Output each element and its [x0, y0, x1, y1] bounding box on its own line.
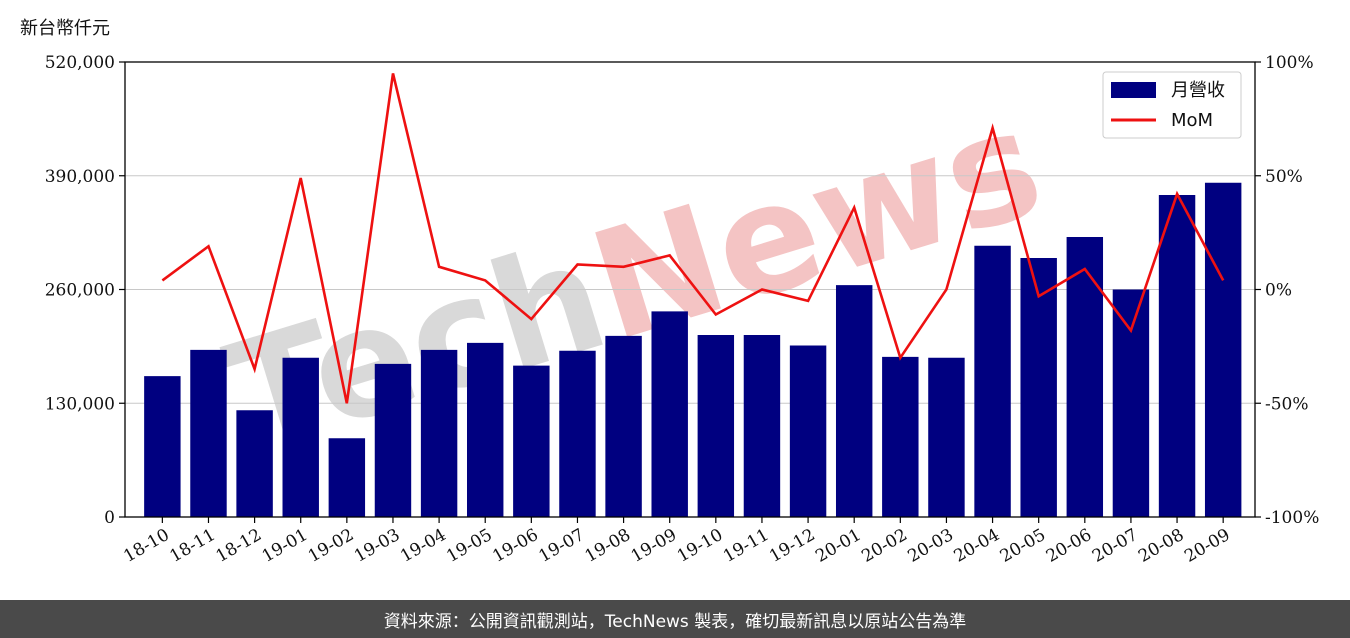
left-tick-label: 520,000 — [45, 53, 115, 73]
x-tick-label: 19-01 — [259, 525, 311, 567]
right-tick-label: -50% — [1265, 394, 1309, 414]
x-tick-label: 20-02 — [858, 525, 910, 567]
left-tick-label: 260,000 — [45, 281, 115, 301]
x-tick-label: 18-10 — [120, 525, 172, 567]
bar-18-11 — [190, 349, 227, 517]
x-tick-label: 19-09 — [628, 525, 680, 567]
x-tick-label: 20-03 — [904, 525, 956, 567]
x-tick-label: 20-04 — [951, 525, 1003, 567]
bar-20-01 — [835, 285, 873, 517]
x-tick-label: 20-01 — [812, 525, 864, 567]
x-tick-label: 19-03 — [351, 525, 403, 567]
left-tick-label: 390,000 — [45, 167, 115, 187]
bar-18-10 — [144, 376, 181, 517]
legend-label-revenue: 月營收 — [1171, 80, 1225, 101]
bar-20-04 — [974, 245, 1011, 517]
x-tick-label: 18-11 — [167, 525, 219, 567]
legend-label-mom: MoM — [1171, 110, 1213, 131]
bar-20-05 — [1020, 258, 1057, 517]
bar-19-12 — [789, 345, 827, 517]
bar-20-08 — [1158, 195, 1196, 517]
bar-19-04 — [420, 349, 458, 517]
bar-19-08 — [605, 335, 642, 517]
legend-swatch-revenue — [1111, 82, 1156, 98]
footer-text: 資料來源：公開資訊觀測站，TechNews 製表，確切最新訊息以原站公告為準 — [383, 611, 967, 632]
bar-19-02 — [328, 438, 366, 517]
bar-19-03 — [374, 363, 412, 517]
x-tick-label: 19-04 — [397, 525, 449, 567]
bar-19-10 — [697, 335, 735, 517]
right-tick-label: 50% — [1265, 167, 1303, 187]
right-tick-label: 0% — [1265, 281, 1292, 301]
mom-line — [161, 73, 1225, 404]
bar-18-12 — [236, 410, 273, 517]
x-tick-label: 19-10 — [674, 525, 726, 567]
bar-series-monthly-revenue — [144, 182, 1242, 517]
right-tick-label: 100% — [1265, 53, 1314, 73]
x-tick-label: 19-12 — [766, 525, 818, 567]
right-tick-label: -100% — [1265, 508, 1319, 528]
chart: TechNews 0130,000260,000390,000520,000-1… — [45, 53, 1320, 567]
x-tick-label: 20-06 — [1043, 525, 1095, 567]
x-tick-label: 18-12 — [213, 525, 265, 567]
left-tick-label: 0 — [104, 508, 115, 528]
bar-19-07 — [559, 350, 596, 517]
bar-19-11 — [743, 335, 781, 517]
bar-19-09 — [651, 311, 688, 517]
bar-20-06 — [1066, 237, 1104, 517]
x-tick-label: 20-07 — [1089, 525, 1141, 567]
bar-19-06 — [513, 365, 550, 517]
x-tick-label: 19-11 — [720, 525, 772, 567]
bar-20-09 — [1204, 182, 1242, 517]
legend: 月營收 MoM — [1102, 71, 1242, 139]
x-tick-label: 20-08 — [1135, 525, 1187, 567]
y-axis-unit-label: 新台幣仟元 — [20, 18, 110, 39]
x-tick-label: 19-02 — [305, 525, 357, 567]
line-series-mom — [161, 73, 1225, 404]
x-tick-label: 19-07 — [536, 525, 588, 567]
x-tick-label: 19-05 — [443, 525, 495, 567]
source-footer: 資料來源：公開資訊觀測站，TechNews 製表，確切最新訊息以原站公告為準 — [0, 600, 1350, 638]
bar-19-05 — [466, 342, 504, 517]
bar-20-02 — [882, 356, 919, 517]
x-tick-label: 20-05 — [997, 525, 1049, 567]
left-tick-label: 130,000 — [45, 394, 115, 414]
x-tick-label: 19-08 — [582, 525, 634, 567]
x-tick-label: 19-06 — [489, 525, 541, 567]
bar-20-03 — [928, 357, 965, 517]
x-tick-label: 20-09 — [1181, 525, 1233, 567]
bar-19-01 — [282, 357, 319, 517]
bar-20-07 — [1112, 289, 1150, 517]
